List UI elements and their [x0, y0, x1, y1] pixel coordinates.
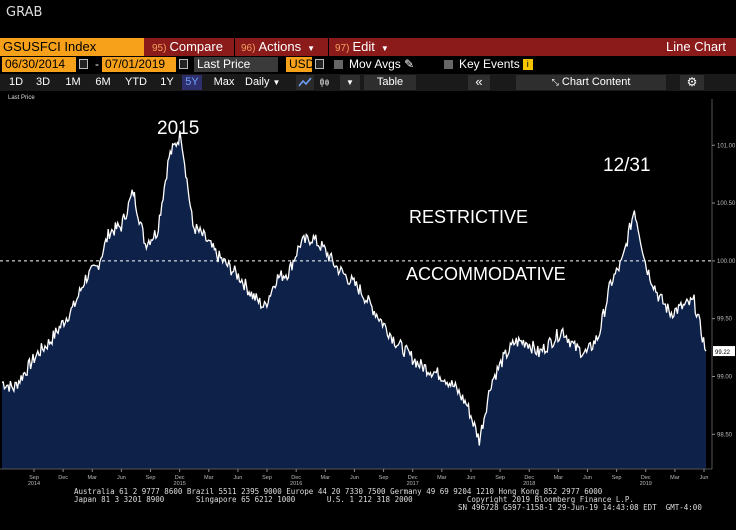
- x-tick-label-3: Jun: [117, 475, 126, 481]
- period-button-ytd[interactable]: YTD: [125, 76, 147, 88]
- x-tick-label-13: Dec: [408, 475, 418, 481]
- series-line[interactable]: [1, 130, 707, 446]
- x-tick-label-12: Sep: [379, 475, 389, 481]
- x-tick-label-18: Mar: [554, 475, 564, 481]
- x-year-label-13: 2017: [407, 481, 419, 486]
- x-tick-label-6: Mar: [204, 475, 214, 481]
- x-year-label-21: 2019: [640, 481, 652, 486]
- chart-area[interactable]: 98.50 99.00 99.50 100.00 100.50 101.00 99.22 Se…: [0, 91, 736, 487]
- line-chart-icon[interactable]: [296, 75, 314, 90]
- currency-select[interactable]: USD: [286, 57, 314, 72]
- footer-line-1: Australia 61 2 9777 8600 Brazil 5511 239…: [74, 487, 603, 496]
- compare-button[interactable]: 95) Compare: [152, 39, 223, 54]
- footer-line-3: SN 496728 G597-1158-1 29-Jun-19 14:43:08…: [458, 503, 702, 512]
- x-tick-label-9: Dec: [291, 475, 301, 481]
- x-tick-label-15: Jun: [467, 475, 476, 481]
- y-tick-label-1: 99.00: [717, 375, 733, 381]
- x-tick-label-2: Mar: [88, 475, 98, 481]
- period-button-1m[interactable]: 1M: [65, 76, 81, 88]
- period-button-1d[interactable]: 1D: [8, 76, 24, 88]
- info-icon[interactable]: i: [522, 59, 533, 71]
- chart-style-dropdown[interactable]: ▼: [340, 75, 360, 90]
- price-chart[interactable]: 98.50 99.00 99.50 100.00 100.50 101.00 99.22 Se…: [0, 91, 736, 487]
- title-bar: GRAB: [0, 0, 736, 38]
- start-date-field[interactable]: 06/30/2014: [2, 57, 76, 72]
- x-tick-label-7: Jun: [233, 475, 242, 481]
- x-tick-label-22: Mar: [670, 475, 680, 481]
- collapse-button[interactable]: «: [468, 75, 490, 90]
- x-year-label-17: 2018: [523, 481, 535, 486]
- x-tick-label-10: Mar: [321, 475, 331, 481]
- x-tick-label-0: Sep: [29, 475, 39, 481]
- mov-avgs-checkbox[interactable]: [334, 60, 343, 69]
- annotation-accommodative: ACCOMMODATIVE: [406, 264, 566, 284]
- x-tick-label-11: Jun: [350, 475, 359, 481]
- pencil-icon[interactable]: ✎: [404, 57, 415, 71]
- edit-button[interactable]: 97) Edit ▼: [335, 39, 389, 54]
- period-button-5y[interactable]: 5Y: [182, 75, 202, 90]
- annotation-2015: 2015: [157, 118, 199, 139]
- currency-dropdown-icon[interactable]: [315, 59, 324, 69]
- series-area: [2, 130, 706, 469]
- x-tick-label-4: Sep: [146, 475, 156, 481]
- chart-type-label[interactable]: Line Chart: [666, 39, 726, 54]
- legend-last-price: Last Price: [8, 95, 35, 101]
- calendar-icon[interactable]: [79, 59, 88, 69]
- key-events-label[interactable]: Key Events i: [456, 57, 546, 72]
- y-tick-label-4: 100.50: [717, 201, 736, 207]
- footer: Australia 61 2 9777 8600 Brazil 5511 239…: [0, 486, 736, 530]
- x-tick-label-16: Sep: [495, 475, 505, 481]
- candlestick-icon[interactable]: [316, 75, 334, 90]
- actions-button[interactable]: 96) Actions ▼: [241, 39, 316, 54]
- last-value-box: [713, 346, 735, 357]
- x-tick-label-14: Mar: [437, 475, 447, 481]
- x-year-label-0: 2014: [28, 481, 40, 486]
- y-tick-label-2: 99.50: [717, 317, 733, 323]
- calendar-icon[interactable]: [179, 59, 188, 69]
- x-year-label-5: 2015: [174, 481, 186, 486]
- chevron-down-icon: ▼: [380, 44, 389, 53]
- chart-content-button[interactable]: ⤡ Chart Content: [516, 75, 666, 90]
- x-tick-label-5: Dec: [175, 475, 185, 481]
- ticker-field[interactable]: GSUSFCI Index: [0, 38, 144, 56]
- date-separator: -: [95, 57, 99, 71]
- x-year-label-9: 2016: [290, 481, 302, 486]
- chevron-down-icon: ▼: [272, 78, 281, 87]
- end-date-field[interactable]: 07/01/2019: [102, 57, 176, 72]
- y-tick-label-3: 100.00: [717, 259, 736, 265]
- period-button-max[interactable]: Max: [213, 76, 235, 88]
- x-tick-label-8: Sep: [262, 475, 272, 481]
- x-tick-label-17: Dec: [524, 475, 534, 481]
- frequency-select[interactable]: Daily ▼: [245, 76, 281, 88]
- footer-line-2: Japan 81 3 3201 8900 Singapore 65 6212 1…: [74, 495, 634, 504]
- period-button-6m[interactable]: 6M: [95, 76, 111, 88]
- x-tick-label-1: Dec: [58, 475, 68, 481]
- y-tick-label-5: 101.00: [717, 143, 736, 149]
- period-button-1y[interactable]: 1Y: [160, 76, 174, 88]
- x-tick-label-21: Dec: [641, 475, 651, 481]
- key-events-checkbox[interactable]: [444, 60, 453, 69]
- gear-icon[interactable]: ⚙: [680, 75, 704, 90]
- command-bar: [0, 38, 736, 56]
- annotation-restrictive: RESTRICTIVE: [409, 207, 528, 227]
- window-title: GRAB: [6, 5, 43, 20]
- period-button-3d[interactable]: 3D: [35, 76, 51, 88]
- table-button[interactable]: Table: [364, 75, 416, 90]
- annotation-12-31: 12/31: [603, 155, 651, 176]
- x-tick-label-19: Jun: [583, 475, 592, 481]
- price-field-select[interactable]: Last Price: [194, 57, 278, 72]
- y-tick-label-0: 98.50: [717, 432, 733, 438]
- mov-avgs-label[interactable]: Mov Avgs ✎: [349, 57, 415, 71]
- last-value-label: 99.22: [715, 350, 731, 356]
- x-tick-label-20: Sep: [612, 475, 622, 481]
- resize-icon: ⤡: [551, 77, 559, 87]
- chevron-down-icon: ▼: [307, 44, 316, 53]
- x-tick-label-23: Jun: [700, 475, 709, 481]
